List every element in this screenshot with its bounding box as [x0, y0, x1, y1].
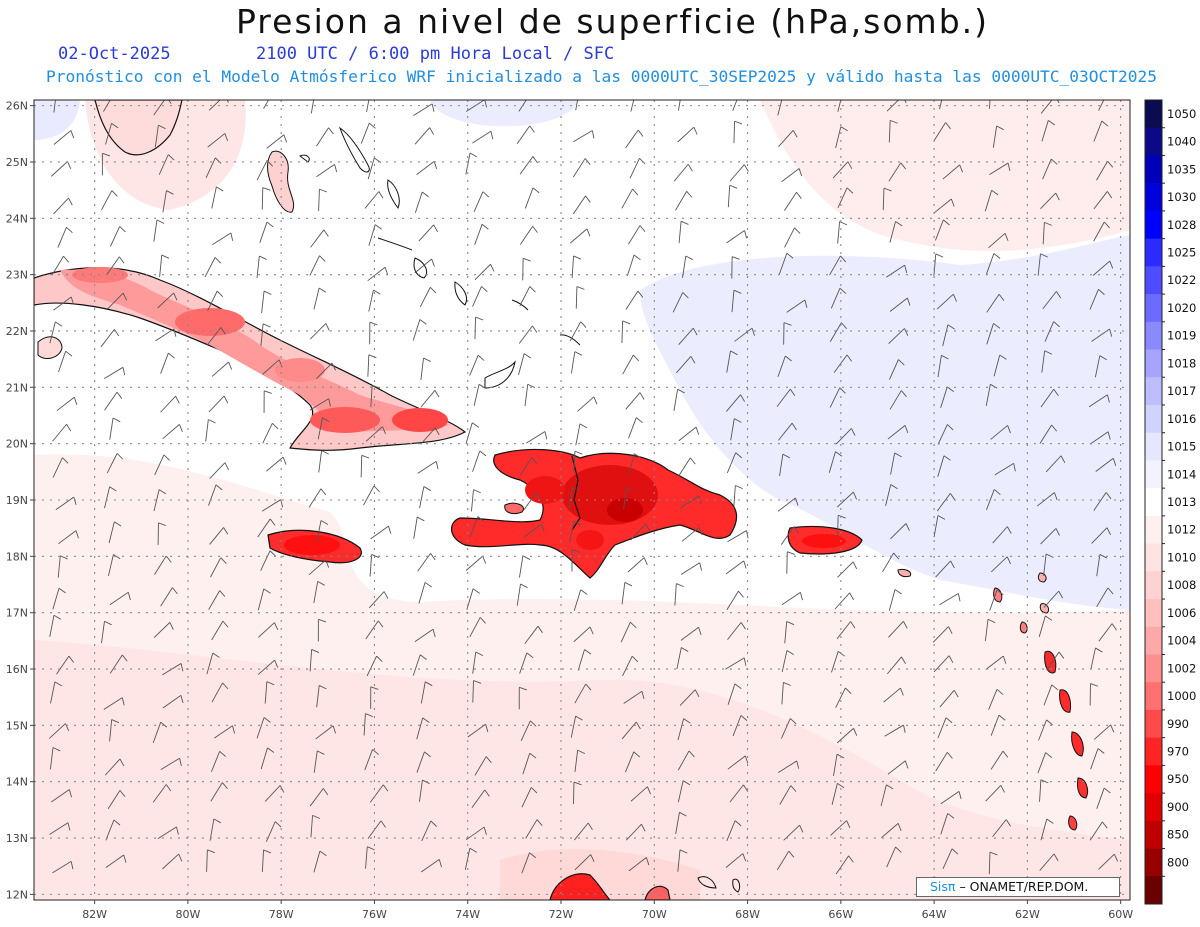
forecast-date: 02-Oct-2025	[58, 44, 171, 64]
lon-tick-label: 70W	[642, 908, 667, 921]
colorbar-label: 1016	[1167, 412, 1196, 426]
colorbar-swatch	[1145, 210, 1162, 240]
lon-tick-label: 74W	[455, 908, 480, 921]
forecast-note: Pronóstico con el Modelo Atmósferico WRF…	[46, 67, 1158, 86]
lat-tick-label: 21N	[6, 381, 28, 394]
colorbar-label: 1030	[1167, 190, 1196, 204]
lat-tick-label: 17N	[6, 607, 28, 620]
colorbar-swatch	[1145, 100, 1162, 129]
colorbar-swatch	[1145, 682, 1162, 711]
colorbar-swatch	[1145, 377, 1162, 406]
colorbar-label: 850	[1167, 828, 1189, 842]
lat-tick-label: 26N	[6, 100, 28, 113]
colorbar-swatch	[1145, 349, 1162, 378]
colorbar-label: 970	[1167, 745, 1189, 759]
colorbar-label: 1008	[1167, 578, 1196, 592]
colorbar-swatch	[1145, 876, 1162, 905]
colorbar-swatch	[1145, 599, 1162, 628]
colorbar-label: 1022	[1167, 273, 1196, 287]
lon-tick-label: 80W	[175, 908, 200, 921]
colorbar-swatch	[1145, 127, 1162, 156]
lon-tick-label: 68W	[735, 908, 760, 921]
map-gridlines	[34, 100, 1130, 900]
colorbar-label: 1028	[1167, 218, 1196, 232]
lat-tick-label: 20N	[6, 438, 28, 451]
colorbar-swatch	[1145, 294, 1162, 323]
colorbar-swatch	[1145, 183, 1162, 212]
colorbar-swatch	[1145, 737, 1162, 766]
colorbar-swatch	[1145, 155, 1162, 184]
wind-barbs	[48, 100, 1119, 875]
colorbar-label: 1013	[1167, 495, 1196, 509]
colorbar-swatch	[1145, 793, 1162, 822]
lat-tick-label: 24N	[6, 212, 28, 225]
latitude-labels: 12N 13N 14N 15N 16N 17N 18N 19N 20N 21N 22N 23N 24N 2…	[6, 100, 34, 901]
colorbar-label: 1019	[1167, 329, 1196, 343]
colorbar-label: 1000	[1167, 689, 1196, 703]
colorbar-label: 1010	[1167, 550, 1196, 564]
credit-organization: – ONAMET/REP.DOM.	[959, 879, 1089, 894]
colorbar-label: 990	[1167, 717, 1189, 731]
lat-tick-label: 15N	[6, 719, 28, 732]
colorbar-swatch	[1145, 460, 1162, 489]
lon-tick-label: 72W	[549, 908, 574, 921]
credit-box: Sisπ – ONAMET/REP.DOM.	[916, 877, 1120, 897]
colorbar-label: 1020	[1167, 301, 1196, 315]
colorbar-swatch	[1145, 266, 1162, 295]
colorbar-label: 1040	[1167, 135, 1196, 149]
colorbar-swatch	[1145, 543, 1162, 572]
colorbar-label: 900	[1167, 800, 1189, 814]
colorbar-legend: 1050 1040 1035 1030 1028 1025 1022 1020 1019 1018…	[1144, 99, 1196, 905]
colorbar-swatch	[1145, 321, 1162, 351]
colorbar-swatch	[1145, 654, 1162, 683]
colorbar-swatch	[1145, 848, 1162, 877]
lon-tick-label: 62W	[1015, 908, 1040, 921]
map-title: Presion a nivel de superficie (hPa,somb.…	[235, 2, 990, 41]
lon-tick-label: 76W	[362, 908, 387, 921]
colorbar-swatch	[1145, 488, 1162, 517]
colorbar-label: 1025	[1167, 245, 1196, 259]
lat-tick-label: 14N	[6, 776, 28, 789]
lon-tick-label: 82W	[82, 908, 107, 921]
lon-tick-label: 66W	[828, 908, 853, 921]
colorbar-swatch	[1145, 515, 1162, 545]
lat-tick-label: 22N	[6, 325, 28, 338]
colorbar-label: 1012	[1167, 523, 1196, 537]
colorbar-label: 1018	[1167, 356, 1196, 370]
colorbar-label: 1015	[1167, 440, 1196, 454]
colorbar-label: 1006	[1167, 606, 1196, 620]
lon-tick-label: 78W	[269, 908, 294, 921]
sispi-logo: Sisπ	[930, 879, 956, 894]
lat-tick-label: 18N	[6, 550, 28, 563]
colorbar-label: 1004	[1167, 634, 1196, 648]
lat-tick-label: 16N	[6, 663, 28, 676]
colorbar-swatch	[1145, 404, 1162, 434]
colorbar-swatch	[1145, 238, 1162, 267]
lat-tick-label: 13N	[6, 832, 28, 845]
pressure-field	[34, 100, 1130, 900]
colorbar-swatch	[1145, 820, 1162, 850]
colorbar-label: 1035	[1167, 162, 1196, 176]
colorbar-label: 1014	[1167, 467, 1196, 481]
longitude-labels: 82W 80W 78W 76W 74W 72W 70W 68W 66W 64W 62W 60W	[82, 900, 1133, 921]
colorbar-swatch	[1145, 571, 1162, 600]
colorbar-swatch	[1145, 626, 1162, 655]
colorbar-label: 950	[1167, 772, 1189, 786]
colorbar-label: 1002	[1167, 661, 1196, 675]
valid-time: 2100 UTC / 6:00 pm Hora Local / SFC	[256, 44, 615, 64]
colorbar-label: 1050	[1167, 107, 1196, 121]
colorbar-label: 800	[1167, 855, 1189, 869]
lat-tick-label: 12N	[6, 888, 28, 901]
colorbar-swatch	[1145, 709, 1162, 739]
lat-tick-label: 25N	[6, 156, 28, 169]
colorbar-label: 1017	[1167, 384, 1196, 398]
colorbar-swatch	[1145, 765, 1162, 794]
lon-tick-label: 64W	[922, 908, 947, 921]
lon-tick-label: 60W	[1108, 908, 1133, 921]
colorbar-swatch	[1145, 432, 1162, 461]
lat-tick-label: 23N	[6, 269, 28, 282]
lat-tick-label: 19N	[6, 494, 28, 507]
